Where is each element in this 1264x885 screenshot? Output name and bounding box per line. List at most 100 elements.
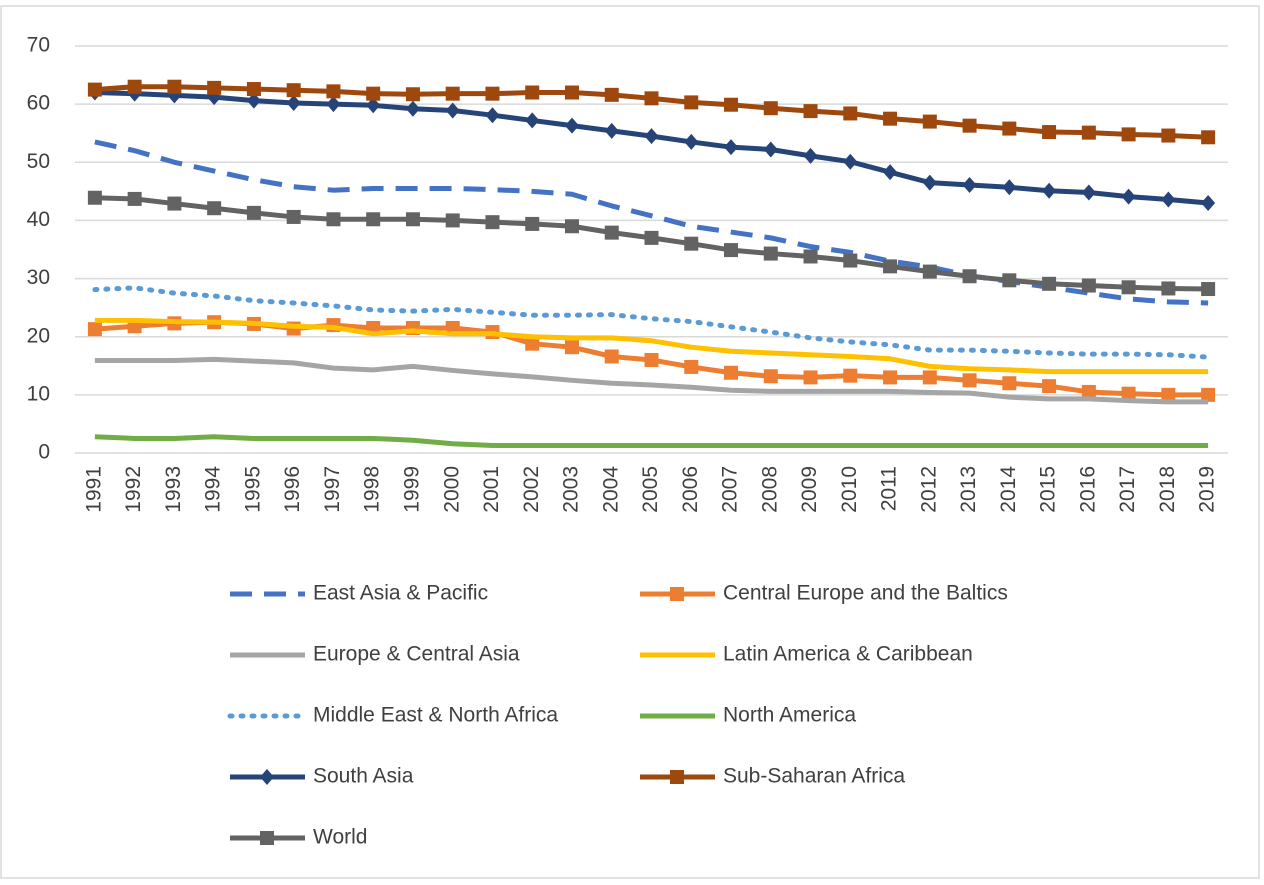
x-tick-label: 2007 — [719, 466, 742, 513]
series-line — [94, 356, 1209, 405]
y-tick-label: 70 — [27, 34, 50, 57]
marker — [525, 85, 540, 100]
legend-marker — [260, 769, 274, 785]
marker — [445, 213, 460, 228]
x-tick-label: 2008 — [758, 466, 781, 513]
marker — [246, 92, 261, 109]
marker — [962, 269, 977, 284]
marker — [366, 212, 381, 227]
marker — [525, 216, 540, 231]
marker — [1002, 376, 1017, 391]
series-line — [94, 434, 1209, 448]
marker — [1002, 179, 1017, 196]
x-tick-label: 2009 — [798, 466, 821, 513]
marker — [1161, 387, 1176, 402]
chart-border — [0, 5, 1260, 879]
y-tick-label: 30 — [27, 266, 50, 289]
marker — [763, 101, 778, 116]
marker — [763, 246, 778, 261]
marker — [883, 259, 898, 274]
marker — [604, 87, 619, 102]
x-tick-label: 2003 — [560, 466, 583, 513]
marker — [1042, 125, 1057, 140]
series-line — [94, 139, 1209, 306]
marker — [644, 352, 659, 367]
marker — [87, 322, 102, 337]
marker — [1002, 121, 1017, 136]
marker — [167, 79, 182, 94]
marker — [1002, 273, 1017, 288]
marker — [922, 370, 937, 385]
marker — [1161, 281, 1176, 296]
legend-marker — [670, 770, 684, 784]
series-line — [94, 317, 1209, 375]
x-tick-label: 2000 — [440, 466, 463, 513]
marker — [922, 114, 937, 129]
marker — [724, 365, 739, 380]
marker — [724, 139, 739, 156]
x-tick-label: 2004 — [599, 466, 622, 513]
marker — [1161, 191, 1176, 208]
marker — [1201, 194, 1216, 211]
marker — [684, 359, 699, 374]
x-tick-label: 2006 — [679, 466, 702, 513]
legend-label: East Asia & Pacific — [313, 582, 488, 605]
series-line — [94, 90, 1209, 206]
x-tick-label: 2012 — [917, 466, 940, 513]
marker — [87, 82, 102, 97]
marker — [604, 225, 619, 240]
marker — [843, 153, 858, 170]
marker — [1121, 127, 1136, 142]
marker — [604, 349, 619, 364]
marker — [445, 86, 460, 101]
y-tick-label: 40 — [27, 208, 50, 231]
marker — [445, 102, 460, 119]
marker — [1161, 128, 1176, 143]
legend-label: Middle East & North Africa — [313, 704, 558, 727]
legend-label: Europe & Central Asia — [313, 643, 520, 666]
marker — [366, 86, 381, 101]
y-tick-label: 20 — [27, 324, 50, 347]
marker — [604, 122, 619, 139]
marker — [1201, 130, 1216, 145]
y-tick-label: 50 — [27, 150, 50, 173]
marker — [485, 215, 500, 230]
marker — [326, 84, 341, 99]
marker — [803, 104, 818, 119]
marker — [485, 86, 500, 101]
marker — [803, 249, 818, 264]
marker — [1201, 387, 1216, 402]
marker — [564, 340, 579, 355]
marker — [366, 97, 381, 114]
marker — [485, 107, 500, 124]
marker — [962, 176, 977, 193]
x-tick-label: 2011 — [878, 466, 901, 511]
x-tick-label: 1995 — [241, 466, 264, 513]
marker — [525, 336, 540, 351]
marker — [326, 96, 341, 113]
marker — [883, 111, 898, 126]
x-tick-label: 2010 — [838, 466, 861, 513]
marker — [644, 91, 659, 106]
marker — [286, 83, 301, 98]
marker — [724, 97, 739, 112]
marker — [405, 100, 420, 117]
x-tick-label: 1992 — [122, 466, 145, 513]
marker — [127, 79, 142, 94]
marker — [644, 230, 659, 245]
legend-marker — [260, 831, 274, 845]
marker — [1042, 182, 1057, 199]
marker — [883, 164, 898, 181]
x-tick-label: 2002 — [520, 466, 543, 513]
marker — [246, 205, 261, 220]
marker — [644, 128, 659, 145]
marker — [207, 201, 222, 216]
marker — [246, 82, 261, 97]
marker — [843, 368, 858, 383]
marker — [922, 264, 937, 279]
x-tick-label: 1999 — [400, 466, 423, 513]
marker — [286, 94, 301, 111]
legend-label: North America — [723, 704, 856, 727]
marker — [564, 219, 579, 234]
